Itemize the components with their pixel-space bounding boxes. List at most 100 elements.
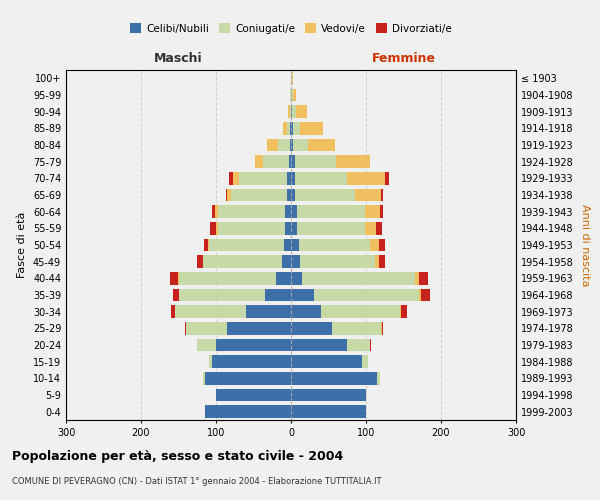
Bar <box>204 239 291 251</box>
Bar <box>283 122 291 134</box>
Bar <box>229 172 291 184</box>
Bar <box>197 256 291 268</box>
Bar <box>291 322 382 334</box>
Bar <box>186 322 291 334</box>
Bar <box>291 256 300 268</box>
Bar <box>291 138 335 151</box>
Bar <box>205 372 291 384</box>
Bar <box>291 339 370 351</box>
Bar <box>291 156 370 168</box>
Bar <box>291 106 307 118</box>
Bar <box>291 239 299 251</box>
Y-axis label: Anni di nascita: Anni di nascita <box>580 204 590 286</box>
Bar <box>291 406 366 418</box>
Bar <box>203 256 291 268</box>
Bar <box>291 206 297 218</box>
Bar <box>290 138 291 151</box>
Bar <box>215 206 291 218</box>
Bar <box>239 172 291 184</box>
Bar <box>227 322 291 334</box>
Bar <box>178 272 291 284</box>
Bar <box>290 89 291 101</box>
Bar <box>291 188 381 201</box>
Bar <box>291 239 385 251</box>
Legend: Celibi/Nubili, Coniugati/e, Vedovi/e, Divorziati/e: Celibi/Nubili, Coniugati/e, Vedovi/e, Di… <box>126 19 456 38</box>
Bar <box>291 289 419 301</box>
Bar <box>216 389 291 401</box>
Bar <box>291 188 355 201</box>
Bar <box>179 272 291 284</box>
Bar <box>197 339 291 351</box>
Bar <box>291 272 427 284</box>
Bar <box>291 256 375 268</box>
Bar <box>291 256 385 268</box>
Bar <box>291 339 371 351</box>
Bar <box>291 106 296 118</box>
Bar <box>197 339 291 351</box>
Bar <box>291 406 366 418</box>
Bar <box>205 406 291 418</box>
Text: COMUNE DI PEVERAGNO (CN) - Dati ISTAT 1° gennaio 2004 - Elaborazione TUTTITALIA.: COMUNE DI PEVERAGNO (CN) - Dati ISTAT 1°… <box>12 478 382 486</box>
Bar <box>179 289 291 301</box>
Bar <box>290 106 291 118</box>
Bar <box>291 72 293 85</box>
Bar <box>209 356 291 368</box>
Bar <box>205 406 291 418</box>
Bar <box>291 389 366 401</box>
Bar <box>291 222 297 234</box>
Bar <box>291 89 296 101</box>
Bar <box>255 156 291 168</box>
Bar <box>291 122 323 134</box>
Bar <box>291 306 401 318</box>
Bar <box>212 206 291 218</box>
Bar <box>291 156 370 168</box>
Text: Popolazione per età, sesso e stato civile - 2004: Popolazione per età, sesso e stato civil… <box>12 450 343 463</box>
Bar <box>287 122 291 134</box>
Bar <box>209 239 291 251</box>
Bar <box>291 138 335 151</box>
Bar <box>210 222 291 234</box>
Bar <box>283 122 291 134</box>
Bar <box>173 289 291 301</box>
Bar <box>291 356 362 368</box>
Bar <box>291 272 415 284</box>
Bar <box>179 289 291 301</box>
Bar <box>291 406 366 418</box>
Bar <box>291 272 419 284</box>
Bar <box>291 256 379 268</box>
Bar <box>291 156 336 168</box>
Bar <box>291 89 293 101</box>
Bar <box>291 406 366 418</box>
Text: Femmine: Femmine <box>371 52 436 65</box>
Bar <box>291 339 347 351</box>
Bar <box>291 356 368 368</box>
Bar <box>203 372 291 384</box>
Bar <box>291 122 293 134</box>
Bar <box>226 188 291 201</box>
Bar <box>291 106 292 118</box>
Bar <box>291 172 385 184</box>
Bar <box>291 172 347 184</box>
Bar <box>291 372 380 384</box>
Bar <box>203 256 291 268</box>
Bar <box>208 239 291 251</box>
Bar <box>203 372 291 384</box>
Bar <box>216 389 291 401</box>
Bar <box>212 356 291 368</box>
Bar <box>291 372 380 384</box>
Bar <box>288 106 291 118</box>
Bar <box>287 172 291 184</box>
Bar <box>291 222 382 234</box>
Bar <box>291 389 366 401</box>
Bar <box>291 188 383 201</box>
Bar <box>290 89 291 101</box>
Bar <box>291 272 302 284</box>
Bar <box>291 206 380 218</box>
Bar <box>291 239 370 251</box>
Bar <box>291 389 366 401</box>
Bar <box>291 306 400 318</box>
Bar <box>291 222 365 234</box>
Bar <box>291 172 389 184</box>
Bar <box>175 306 291 318</box>
Bar <box>291 122 323 134</box>
